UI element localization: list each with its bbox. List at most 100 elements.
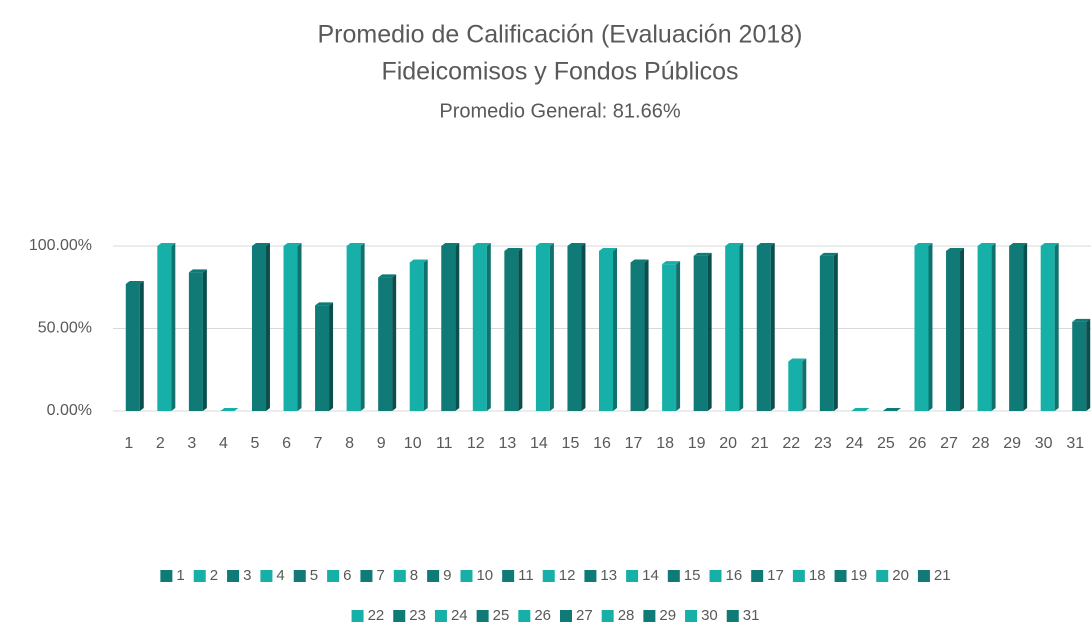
legend-label: 15 — [684, 567, 701, 584]
legend-swatch — [626, 570, 639, 582]
legend-label: 8 — [410, 567, 418, 584]
bar — [441, 246, 456, 411]
legend-label: 14 — [642, 567, 659, 584]
bar — [977, 246, 992, 411]
legend-swatch — [351, 610, 364, 622]
bar — [378, 277, 393, 411]
legend-swatch — [434, 610, 447, 622]
bar-top — [977, 243, 996, 246]
x-tick-label: 31 — [1066, 435, 1084, 452]
bar — [157, 246, 172, 411]
legend-label: 4 — [276, 567, 284, 584]
bar-top — [756, 243, 775, 246]
bar-side — [707, 252, 712, 411]
annotation: Promedio General: 81.66% — [439, 100, 680, 122]
x-tick-label: 29 — [1003, 435, 1021, 452]
bar — [251, 246, 266, 411]
x-tick-label: 6 — [282, 435, 291, 452]
x-tick-label: 14 — [530, 435, 548, 452]
bar-side — [549, 243, 554, 411]
legend-swatch — [393, 610, 406, 622]
bar-side — [770, 243, 775, 411]
legend-swatch — [542, 570, 555, 582]
bar — [1009, 246, 1024, 411]
bar-top — [251, 243, 270, 246]
legend-label: 29 — [659, 607, 676, 624]
bar — [409, 262, 424, 411]
bar — [693, 255, 708, 411]
legend-swatch — [260, 570, 273, 582]
x-tick-label: 7 — [314, 435, 323, 452]
bar-side — [139, 280, 144, 411]
bar-top — [220, 408, 239, 411]
legend-swatch — [667, 570, 680, 582]
bar-side — [392, 274, 397, 411]
bar — [504, 250, 519, 411]
bar — [630, 262, 645, 411]
x-tick-label: 10 — [404, 435, 422, 452]
bar-top — [1072, 318, 1091, 322]
legend-swatch — [360, 570, 373, 582]
x-tick-label: 11 — [436, 435, 453, 452]
x-tick-label: 19 — [688, 435, 706, 452]
legend-label: 6 — [343, 567, 351, 584]
legend-label: 10 — [476, 567, 493, 584]
bar-top — [819, 252, 838, 256]
x-tick-label: 20 — [719, 435, 737, 452]
bar-top — [914, 243, 933, 246]
legend-swatch — [227, 570, 240, 582]
x-tick-label: 25 — [877, 435, 895, 452]
legend-label: 26 — [534, 607, 551, 624]
chart-subtitle: Fideicomisos y Fondos Públicos — [381, 58, 738, 86]
bar-side — [928, 243, 933, 411]
legend-label: 7 — [376, 567, 384, 584]
x-tick-label: 8 — [345, 435, 354, 452]
bar-top — [441, 243, 460, 246]
legend-label: 5 — [310, 567, 318, 584]
bar-side — [265, 243, 270, 411]
bar-top — [882, 408, 901, 411]
bar-side — [833, 252, 838, 411]
legend-label: 18 — [809, 567, 826, 584]
bar-side — [1054, 243, 1059, 411]
bar-top — [662, 261, 681, 265]
bar-top — [567, 243, 586, 246]
legend-swatch — [518, 610, 531, 622]
bar-side — [518, 247, 523, 411]
legend-swatch — [685, 610, 698, 622]
bar — [599, 250, 613, 411]
x-tick-label: 1 — [124, 435, 133, 452]
legend-label: 3 — [243, 567, 251, 584]
bar-top — [725, 243, 744, 246]
bar-top — [599, 247, 617, 251]
x-tick-label: 4 — [219, 435, 228, 452]
chart-title: Promedio de Calificación (Evaluación 201… — [318, 21, 803, 49]
legend-label: 31 — [743, 607, 760, 624]
legend-swatch — [476, 610, 489, 622]
bar — [756, 246, 771, 411]
bar-top — [283, 243, 302, 246]
bar-side — [613, 247, 617, 411]
legend-label: 30 — [701, 607, 718, 624]
bar — [535, 246, 550, 411]
bar-side — [802, 358, 807, 411]
x-tick-label: 30 — [1035, 435, 1053, 452]
x-tick-label: 9 — [377, 435, 386, 452]
bar-top — [315, 302, 334, 306]
bar-side — [960, 247, 965, 411]
y-tick-label: 0.00% — [47, 402, 92, 419]
bar — [188, 272, 203, 411]
bar — [567, 246, 582, 411]
bar — [1072, 321, 1087, 411]
x-tick-label: 2 — [156, 435, 165, 452]
x-tick-label: 27 — [940, 435, 958, 452]
legend-label: 27 — [576, 607, 593, 624]
bar — [725, 246, 740, 411]
legend-swatch — [876, 570, 889, 582]
x-tick-label: 5 — [251, 435, 260, 452]
legend-swatch — [327, 570, 340, 582]
legend-label: 28 — [618, 607, 635, 624]
legend-label: 19 — [851, 567, 868, 584]
legend-swatch — [601, 610, 614, 622]
bar-side — [202, 269, 207, 411]
